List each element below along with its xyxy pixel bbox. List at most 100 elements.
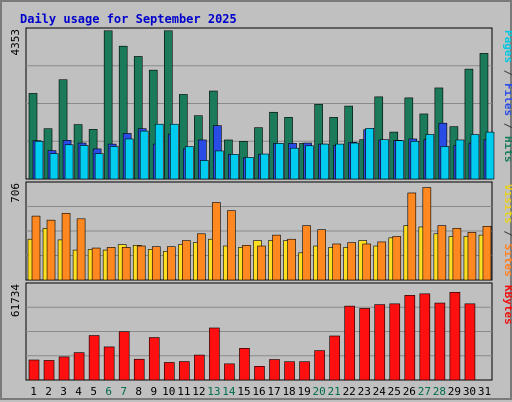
- bar-sites-day-3: [61, 213, 71, 281]
- bar-sites-day-21: [332, 243, 341, 281]
- day-label-13: 13: [207, 385, 220, 398]
- bar-pages-day-2: [49, 153, 59, 180]
- bar-kbytes-day-30: [464, 303, 476, 381]
- bar-kbytes-day-19: [299, 361, 310, 381]
- bar-sites-day-6: [106, 247, 116, 281]
- day-label-29: 29: [448, 385, 461, 398]
- day-label-22: 22: [343, 385, 356, 398]
- bar-pages-day-25: [395, 140, 405, 180]
- bar-pages-day-8: [139, 130, 149, 180]
- bar-pages-day-30: [470, 134, 480, 180]
- bar-sites-day-11: [182, 240, 191, 281]
- bar-sites-day-9: [151, 246, 161, 281]
- day-label-17: 17: [267, 385, 280, 398]
- bar-kbytes-day-11: [179, 361, 190, 381]
- bar-sites-day-25: [392, 236, 402, 281]
- day-label-4: 4: [75, 385, 82, 398]
- bar-sites-day-28: [437, 225, 447, 281]
- bar-kbytes-day-1: [28, 359, 40, 381]
- bar-pages-day-29: [455, 139, 465, 180]
- day-label-8: 8: [135, 385, 142, 398]
- bar-pages-day-24: [380, 139, 390, 180]
- bar-kbytes-day-2: [43, 360, 55, 381]
- bar-kbytes-day-6: [103, 346, 115, 381]
- bar-pages-day-22: [350, 142, 359, 180]
- day-label-21: 21: [328, 385, 341, 398]
- bar-pages-day-27: [425, 134, 435, 180]
- bar-kbytes-day-14: [224, 363, 235, 381]
- bar-pages-day-13: [215, 150, 224, 180]
- ymax-label-pages-files-hits: 4353: [9, 29, 22, 56]
- legend-part-kbytes-0: KBytes: [502, 285, 512, 325]
- bar-pages-day-15: [245, 157, 254, 180]
- legend-part-visits-sites-1: /: [502, 224, 512, 244]
- day-label-7: 7: [120, 385, 127, 398]
- bar-sites-day-14: [227, 210, 236, 281]
- bar-pages-day-5: [94, 153, 104, 180]
- bar-kbytes-day-9: [148, 337, 160, 381]
- bar-sites-day-12: [197, 233, 206, 281]
- day-label-2: 2: [45, 385, 52, 398]
- day-label-15: 15: [237, 385, 250, 398]
- bar-kbytes-day-22: [344, 305, 355, 381]
- day-label-23: 23: [358, 385, 371, 398]
- bar-pages-day-4: [79, 145, 89, 180]
- bar-kbytes-day-27: [419, 293, 431, 381]
- bar-kbytes-day-16: [254, 366, 265, 381]
- legend-part-pages-files-hits-3: /: [502, 116, 512, 136]
- legend-part-visits-sites-0: Visits: [502, 184, 512, 224]
- legend-pages-files-hits: Pages / Files / Hits: [502, 30, 512, 163]
- bar-pages-day-16: [260, 153, 269, 180]
- bar-sites-day-16: [257, 245, 266, 281]
- bar-sites-day-8: [136, 245, 146, 281]
- bar-pages-day-20: [320, 143, 329, 180]
- bar-pages-day-19: [305, 145, 314, 180]
- bar-sites-day-24: [377, 241, 387, 281]
- bar-sites-day-20: [317, 229, 326, 281]
- bar-sites-day-29: [452, 228, 462, 281]
- bar-sites-day-5: [91, 247, 101, 281]
- day-label-30: 30: [463, 385, 476, 398]
- ymax-label-kbytes: 61734: [9, 284, 22, 317]
- bar-kbytes-day-3: [58, 356, 70, 381]
- day-label-26: 26: [403, 385, 416, 398]
- bar-pages-day-9: [154, 123, 164, 180]
- legend-kbytes: KBytes: [502, 285, 512, 325]
- bar-kbytes-day-26: [404, 295, 416, 381]
- bar-kbytes-day-23: [359, 308, 371, 381]
- bar-sites-day-22: [347, 242, 356, 281]
- bar-sites-day-18: [287, 238, 296, 281]
- day-label-19: 19: [297, 385, 310, 398]
- day-label-25: 25: [388, 385, 401, 398]
- legend-part-pages-files-hits-1: /: [502, 63, 512, 83]
- bar-sites-day-15: [242, 245, 251, 281]
- day-label-18: 18: [282, 385, 295, 398]
- bar-sites-day-23: [362, 243, 372, 281]
- bar-pages-day-10: [169, 123, 179, 180]
- legend-visits-sites: Visits / Sites: [502, 184, 512, 277]
- bar-sites-day-30: [467, 232, 477, 281]
- bar-kbytes-day-12: [194, 354, 205, 381]
- bar-kbytes-day-25: [389, 303, 401, 381]
- bar-sites-day-19: [302, 225, 311, 281]
- ymax-label-visits-sites: 706: [9, 183, 22, 203]
- bar-pages-day-26: [410, 141, 420, 180]
- legend-part-pages-files-hits-0: Pages: [502, 30, 512, 63]
- bar-sites-day-17: [272, 234, 281, 281]
- bar-kbytes-day-8: [133, 358, 145, 381]
- bar-sites-day-1: [31, 215, 41, 281]
- bar-sites-day-2: [46, 219, 56, 281]
- legend-part-pages-files-hits-2: Files: [502, 83, 512, 116]
- bar-pages-day-14: [230, 154, 239, 180]
- bar-kbytes-day-18: [284, 361, 295, 381]
- bar-sites-day-27: [422, 187, 432, 281]
- bar-pages-day-28: [440, 146, 450, 180]
- bar-kbytes-day-20: [314, 350, 325, 381]
- bar-pages-day-18: [290, 147, 299, 180]
- day-label-16: 16: [252, 385, 265, 398]
- bar-pages-day-23: [365, 128, 375, 180]
- day-label-6: 6: [105, 385, 112, 398]
- day-label-11: 11: [177, 385, 190, 398]
- legend-part-visits-sites-2: Sites: [502, 244, 512, 277]
